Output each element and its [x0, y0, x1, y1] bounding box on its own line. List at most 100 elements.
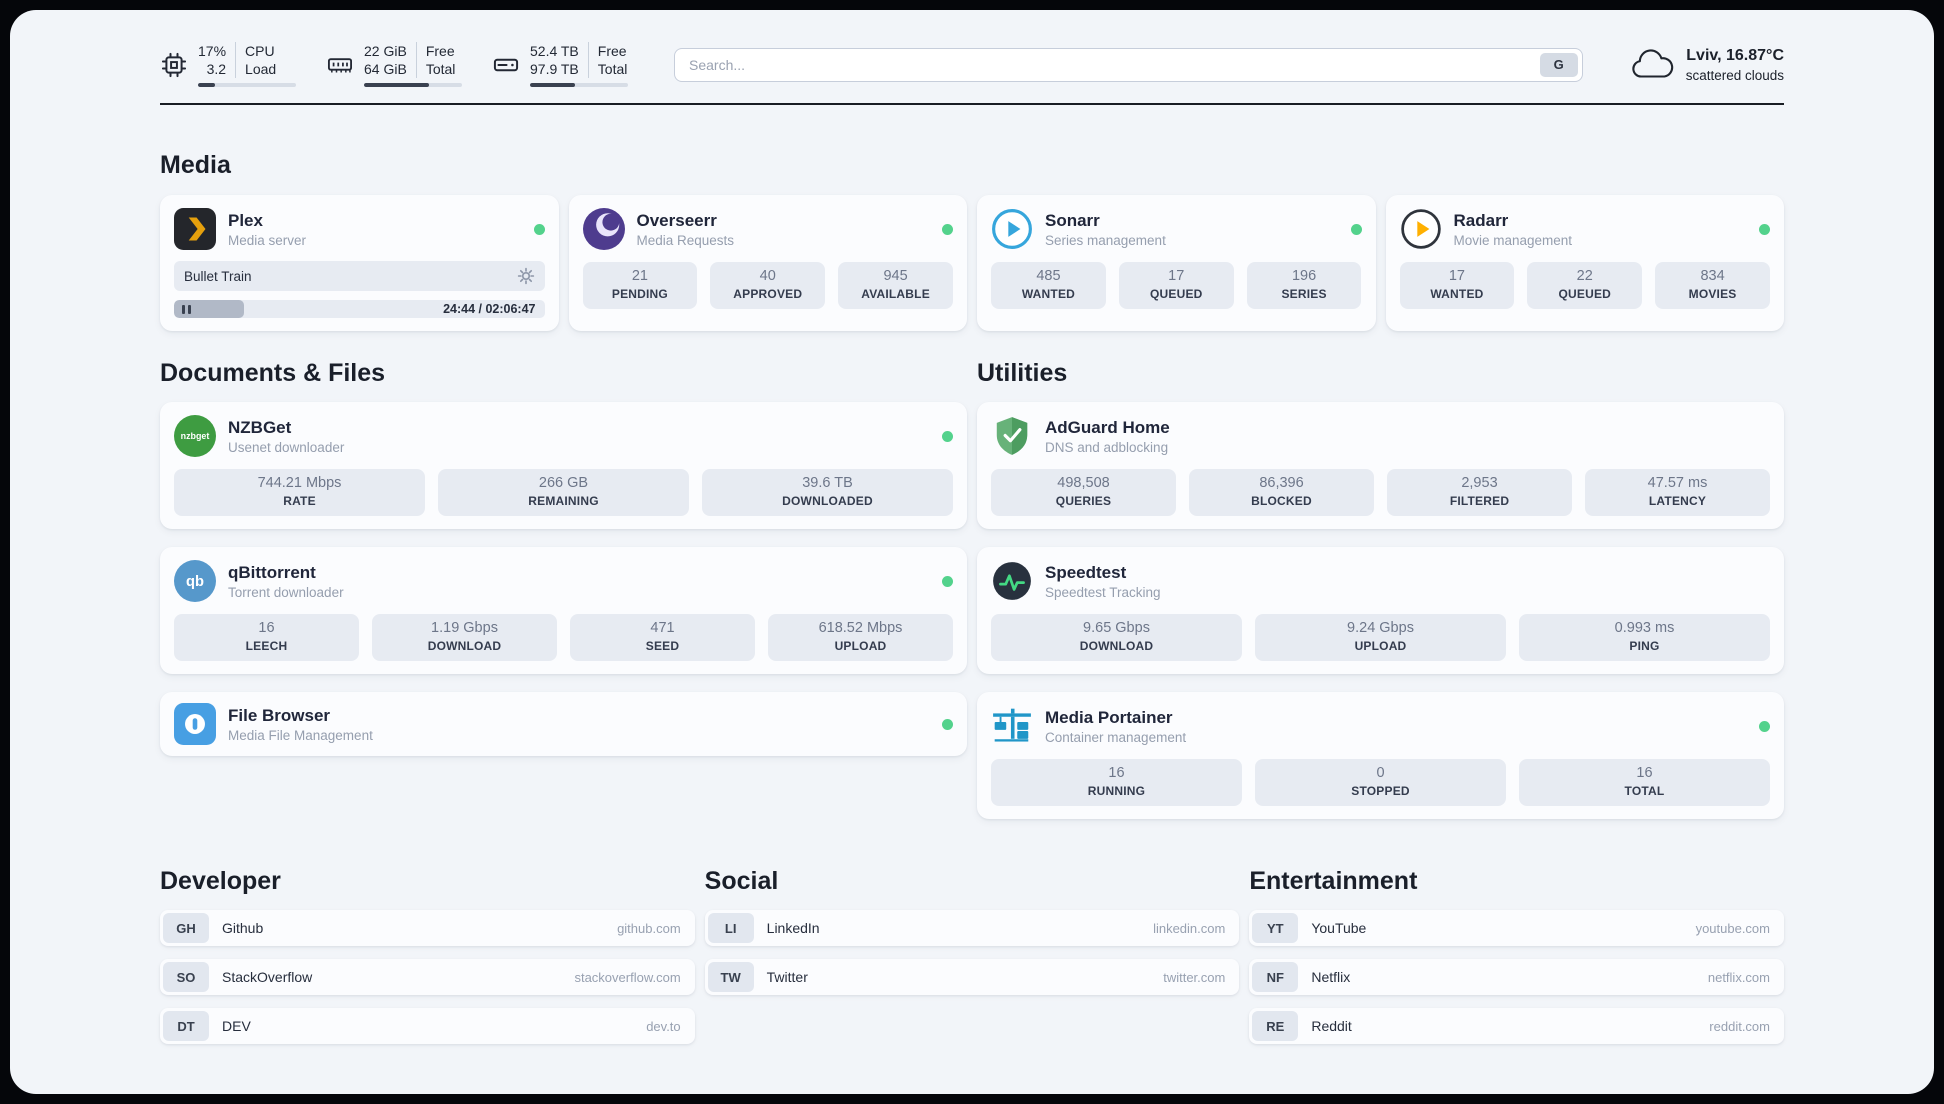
speedtest-card[interactable]: Speedtest Speedtest Tracking 9.65 Gbps D…: [977, 547, 1784, 675]
bookmark-url: reddit.com: [1709, 1018, 1770, 1034]
stat-label: DOWNLOAD: [427, 639, 502, 654]
nzbget-icon: nzbget: [174, 415, 216, 458]
bookmark-url: linkedin.com: [1153, 920, 1226, 936]
bookmark-stackoverflow[interactable]: SO StackOverflow stackoverflow.com: [160, 959, 695, 996]
app-subtitle: Series management: [1045, 232, 1166, 248]
stat-label: RUNNING: [1087, 784, 1146, 799]
stat-value: 16: [1108, 765, 1125, 782]
stat-label: RATE: [283, 494, 316, 509]
stat-value: 196: [1291, 268, 1317, 285]
bookmark-name: LinkedIn: [766, 920, 820, 937]
bookmark-url: github.com: [617, 920, 681, 936]
disk-usage-bar: [530, 83, 628, 88]
hard-drive-icon: [492, 51, 520, 79]
stat-value: 618.52 Mbps: [818, 620, 903, 637]
cpu-label: CPU: [245, 43, 275, 59]
app-subtitle: DNS and adblocking: [1045, 439, 1169, 455]
app-name: Overseerr: [636, 210, 717, 230]
entertainment-section: Entertainment YT YouTube youtube.com NF …: [1249, 867, 1784, 1045]
online-status-dot: [942, 430, 953, 442]
bookmark-youtube[interactable]: YT YouTube youtube.com: [1249, 910, 1784, 947]
stat-upload: 9.24 Gbps UPLOAD: [1255, 614, 1506, 662]
bookmark-abbr: LI: [707, 913, 754, 944]
plex-card[interactable]: Plex Media server Bullet Train: [160, 195, 559, 332]
app-subtitle: Movie management: [1453, 232, 1573, 248]
portainer-card[interactable]: Media Portainer Container management 16 …: [977, 692, 1784, 820]
bookmark-name: Netflix: [1311, 969, 1351, 986]
utilities-section: Utilities AdGuard Home DNS and adblockin…: [977, 359, 1784, 820]
pause-icon[interactable]: [182, 304, 191, 314]
bookmark-name: YouTube: [1311, 920, 1367, 937]
overseerr-card[interactable]: Overseerr Media Requests 21 PENDING 40 A…: [568, 195, 967, 332]
cpu-load-value: 3.2: [206, 61, 227, 78]
stat-queued: 22 QUEUED: [1527, 262, 1643, 310]
online-status-dot: [942, 575, 953, 587]
search-engine-button[interactable]: G: [1539, 52, 1578, 77]
svg-text:qb: qb: [186, 575, 204, 591]
qbittorrent-icon: qb: [174, 560, 216, 603]
topbar-divider: [160, 103, 1784, 106]
nzbget-card[interactable]: nzbget NZBGet Usenet downloader 744.21 M…: [160, 402, 967, 530]
cpu-usage-bar: [198, 83, 296, 88]
stat-label: SERIES: [1281, 287, 1327, 302]
radarr-card[interactable]: Radarr Movie management 17 WANTED 22 QUE…: [1385, 195, 1784, 332]
stat-label: DOWNLOADED: [782, 494, 873, 509]
stat-rate: 744.21 Mbps RATE: [174, 469, 425, 517]
qbittorrent-card[interactable]: qb qBittorrent Torrent downloader 16: [160, 547, 967, 675]
stat-value: 945: [883, 268, 908, 285]
bookmark-name: Github: [222, 920, 264, 937]
bookmark-reddit[interactable]: RE Reddit reddit.com: [1249, 1008, 1784, 1045]
sonarr-card[interactable]: Sonarr Series management 485 WANTED 17 Q…: [977, 195, 1376, 332]
stat-value: 40: [759, 268, 776, 285]
memory-total-label: Total: [425, 61, 456, 78]
stat-label: PENDING: [611, 287, 668, 302]
disk-total-value: 97.9 TB: [530, 61, 579, 78]
bookmark-abbr: SO: [163, 962, 209, 993]
media-section: Media Plex Media server: [160, 151, 1784, 332]
gear-icon[interactable]: [517, 267, 535, 285]
disk-stat: 52.4 TB 97.9 TB Free Total: [492, 42, 628, 88]
disk-total-label: Total: [597, 61, 628, 78]
documents-section: Documents & Files nzbget NZBGet Usenet d…: [160, 359, 967, 819]
stat-value: 86,396: [1259, 475, 1304, 492]
cpu-usage-value: 17%: [198, 43, 227, 59]
stat-value: 471: [650, 620, 675, 637]
filebrowser-card[interactable]: File Browser Media File Management: [160, 692, 967, 757]
online-status-dot: [1759, 720, 1770, 732]
bookmark-dev[interactable]: DT DEV dev.to: [160, 1008, 695, 1045]
bookmark-linkedin[interactable]: LI LinkedIn linkedin.com: [704, 910, 1240, 947]
media-section-title: Media: [160, 151, 231, 180]
stat-value: 0: [1376, 765, 1385, 782]
app-name: File Browser: [228, 705, 331, 725]
bookmark-twitter[interactable]: TW Twitter twitter.com: [704, 959, 1240, 996]
stat-value: 17: [1168, 268, 1185, 285]
search-input[interactable]: [674, 47, 1583, 82]
stat-label: QUERIES: [1055, 494, 1112, 509]
radarr-icon: [1400, 208, 1442, 250]
bookmark-abbr: YT: [1252, 913, 1299, 944]
stat-label: DOWNLOAD: [1079, 639, 1154, 654]
app-name: AdGuard Home: [1045, 417, 1170, 437]
plex-icon: [174, 208, 216, 251]
memory-usage-bar: [364, 83, 462, 88]
cpu-chip-icon: [160, 51, 188, 79]
bookmark-github[interactable]: GH Github github.com: [160, 910, 695, 947]
adguard-card[interactable]: AdGuard Home DNS and adblocking 498,508 …: [977, 402, 1784, 530]
stat-queries: 498,508 QUERIES: [991, 469, 1176, 517]
bookmark-url: stackoverflow.com: [574, 969, 681, 985]
utilities-section-title: Utilities: [977, 359, 1068, 388]
cpu-usage-bar-fill: [198, 83, 215, 88]
app-name: Media Portainer: [1045, 707, 1173, 727]
stat-label: QUEUED: [1558, 287, 1612, 302]
stat-label: STOPPED: [1351, 784, 1410, 799]
weather-location: Lviv, 16.87°C: [1686, 46, 1784, 64]
documents-section-title: Documents & Files: [160, 359, 386, 388]
stat-wanted: 17 WANTED: [1399, 262, 1515, 310]
stat-value: 2,953: [1461, 475, 1498, 492]
bookmark-netflix[interactable]: NF Netflix netflix.com: [1249, 959, 1784, 996]
stat-stopped: 0 STOPPED: [1255, 759, 1506, 807]
bookmark-name: Reddit: [1311, 1018, 1352, 1035]
online-status-dot: [942, 223, 953, 235]
stat-downloaded: 39.6 TB DOWNLOADED: [702, 469, 953, 517]
stat-label: REMAINING: [528, 494, 599, 509]
